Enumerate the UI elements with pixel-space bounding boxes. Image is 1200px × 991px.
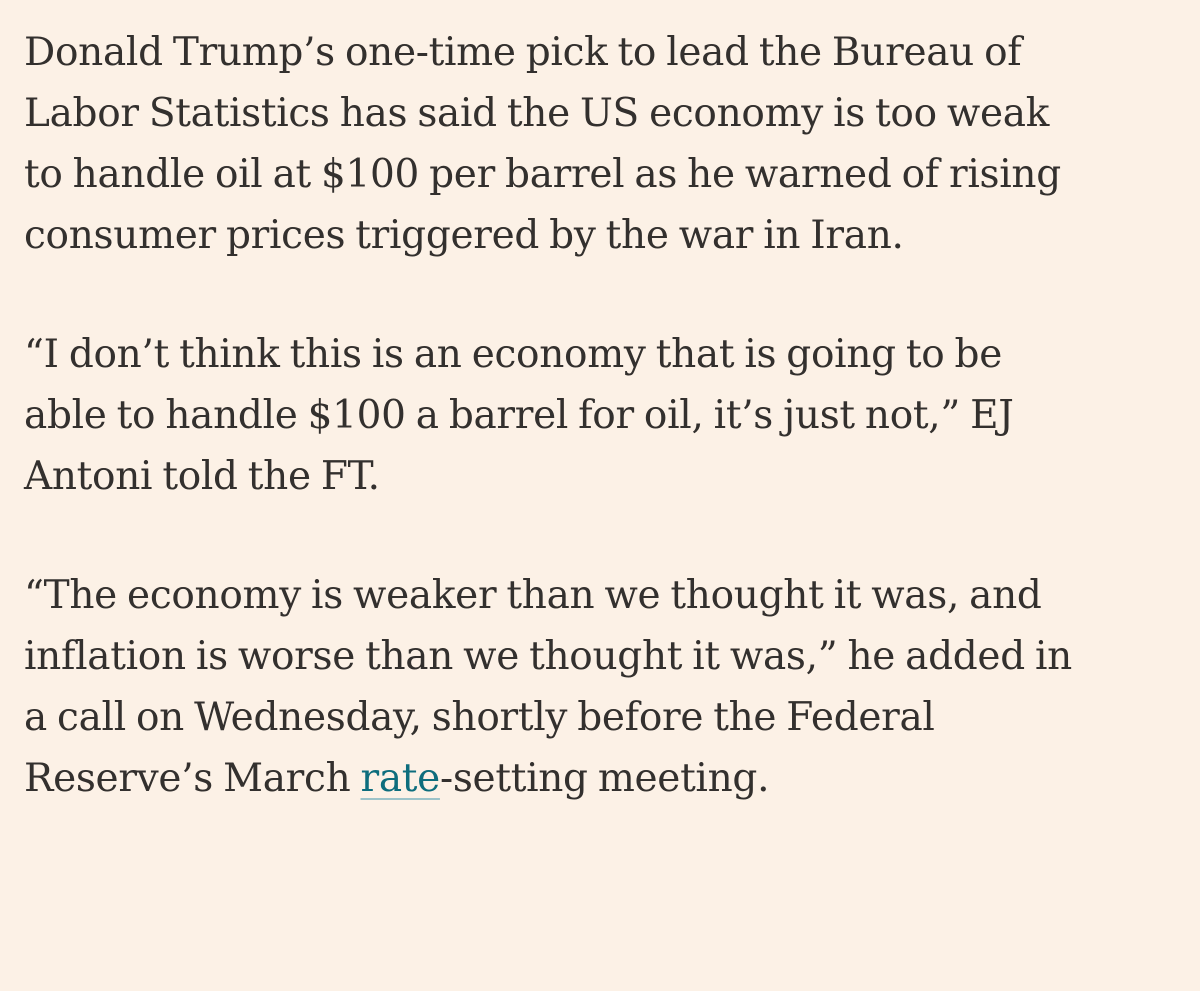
paragraph-1-line-4: consumer prices triggered by the war in … — [24, 213, 904, 258]
paragraph-3: “The economy is weaker than we thought i… — [24, 565, 1184, 809]
paragraph-3-line-4-before: Reserve’s March — [24, 756, 361, 801]
paragraph-3-line-3: a call on Wednesday, shortly before the … — [24, 695, 935, 740]
paragraph-2-line-1: “I don’t think this is an economy that i… — [24, 332, 1003, 377]
paragraph-3-line-1: “The economy is weaker than we thought i… — [24, 573, 1042, 618]
paragraph-1-line-2: Labor Statistics has said the US economy… — [24, 91, 1050, 136]
rate-link[interactable]: rate — [360, 756, 441, 801]
paragraph-2-line-2: able to handle $100 a barrel for oil, it… — [24, 393, 1014, 438]
paragraph-1-line-3: to handle oil at $100 per barrel as he w… — [24, 152, 1061, 197]
paragraph-2: “I don’t think this is an economy that i… — [24, 324, 1184, 507]
paragraph-3-line-2: inflation is worse than we thought it wa… — [24, 634, 1072, 679]
paragraph-1-line-1: Donald Trump’s one-time pick to lead the… — [24, 30, 1022, 75]
paragraph-3-line-4: Reserve’s March rate-setting meeting. — [24, 748, 1184, 809]
paragraph-3-line-4-after: -setting meeting. — [439, 756, 770, 801]
article-body: Donald Trump’s one-time pick to lead the… — [24, 22, 1184, 867]
paragraph-2-line-3: Antoni told the FT. — [24, 454, 380, 499]
paragraph-1: Donald Trump’s one-time pick to lead the… — [24, 22, 1184, 266]
